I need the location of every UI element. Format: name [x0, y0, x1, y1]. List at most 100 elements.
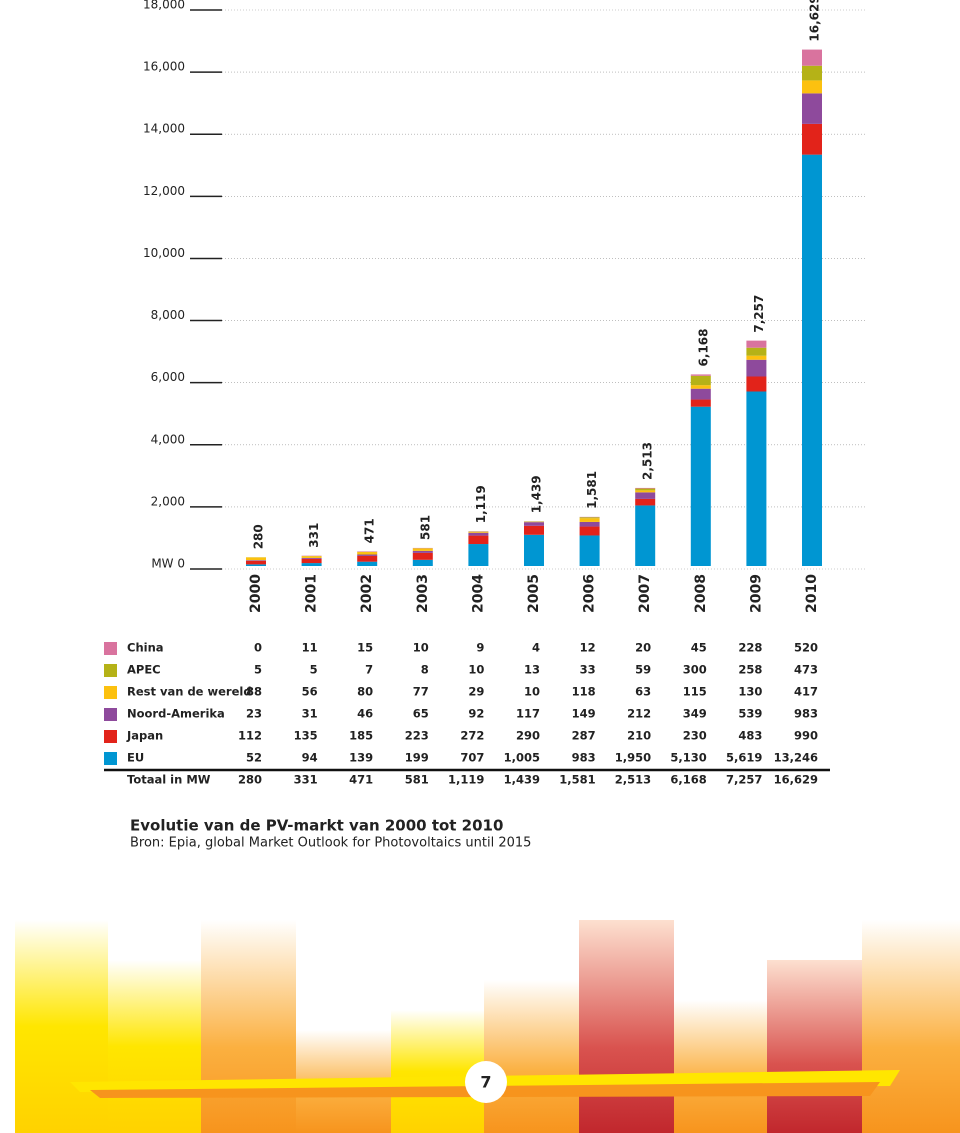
- table-cell: 118: [572, 685, 596, 699]
- table-cell: 300: [683, 663, 707, 677]
- bar-segment: [246, 557, 266, 561]
- legend-swatch: [104, 664, 117, 677]
- bar-segment: [690, 388, 711, 400]
- bar-segment: [412, 548, 433, 551]
- bar-segment: [246, 564, 266, 566]
- chart-title: Evolutie van de PV-markt van 2000 tot 20…: [130, 817, 503, 835]
- bar-segment: [524, 522, 544, 526]
- bar-segment: [635, 505, 656, 566]
- table-cell: 185: [349, 729, 373, 743]
- bar-segment: [635, 487, 656, 489]
- x-tick-label: 2008: [693, 574, 709, 613]
- legend-swatch: [104, 686, 117, 699]
- y-tick-label: 16,000: [143, 60, 185, 74]
- bar-segment: [802, 65, 822, 81]
- bar-segment: [468, 532, 489, 536]
- table-total: 280: [238, 773, 262, 787]
- table-cell: 94: [302, 751, 318, 765]
- y-tick-label: 8,000: [151, 308, 185, 322]
- table-cell: 1,005: [504, 751, 540, 765]
- legend-swatch: [104, 642, 117, 655]
- bar-segment: [579, 535, 600, 566]
- table-cell: 56: [302, 685, 318, 699]
- bar-segment: [468, 535, 489, 545]
- table-cell: 13,246: [774, 751, 818, 765]
- table-cell: 80: [357, 685, 373, 699]
- bar-segment: [357, 554, 378, 556]
- table-cell: 5: [310, 663, 318, 677]
- total-label: 331: [307, 523, 321, 548]
- bar-segment: [802, 49, 822, 66]
- y-tick-label: 10,000: [143, 246, 185, 260]
- bar-segment: [690, 385, 711, 389]
- bar-segment: [357, 552, 378, 555]
- bar-segment: [301, 557, 322, 559]
- table-total: 1,581: [559, 773, 595, 787]
- x-tick-label: 2002: [359, 574, 375, 613]
- bar-segment: [746, 355, 767, 360]
- bar-segment: [246, 560, 266, 561]
- table-cell: 5: [254, 663, 262, 677]
- table-cell: 29: [468, 685, 484, 699]
- table-cell: 13: [524, 663, 540, 677]
- y-tick-label: 4,000: [151, 432, 185, 446]
- table-cell: 4: [532, 641, 540, 655]
- bar-segment: [579, 518, 600, 522]
- legend-label: APEC: [127, 663, 161, 677]
- table-cell: 707: [460, 751, 484, 765]
- y-tick-label: 18,000: [143, 0, 185, 12]
- total-label: 1,439: [530, 475, 544, 513]
- x-tick-label: 2010: [804, 574, 820, 613]
- table-cell: 10: [413, 641, 429, 655]
- table-cell: 228: [738, 641, 762, 655]
- x-tick-label: 2007: [637, 574, 653, 613]
- table-cell: 212: [627, 707, 651, 721]
- decoration: [15, 920, 960, 1133]
- bar-segment: [412, 550, 433, 553]
- table-cell: 983: [794, 707, 818, 721]
- bar-segment: [468, 531, 489, 533]
- x-tick-label: 2003: [415, 574, 431, 613]
- bar-segment: [690, 375, 711, 386]
- table-total-label: Totaal in MW: [127, 773, 211, 787]
- bar-segment: [802, 123, 822, 155]
- table-cell: 20: [635, 641, 651, 655]
- bar-segment: [301, 556, 322, 558]
- legend-label: Japan: [126, 729, 163, 743]
- bar-segment: [579, 517, 600, 519]
- bar-segment: [635, 498, 656, 506]
- table-cell: 8: [421, 663, 429, 677]
- table-cell: 88: [246, 685, 262, 699]
- legend-swatch: [104, 708, 117, 721]
- y-tick-label: 12,000: [143, 184, 185, 198]
- y-tick-label: MW 0: [151, 557, 185, 571]
- y-tick-label: 2,000: [151, 494, 185, 508]
- x-tick-label: 2001: [304, 574, 320, 613]
- table-cell: 12: [580, 641, 596, 655]
- total-label: 7,257: [752, 295, 766, 333]
- bar-segment: [802, 80, 822, 94]
- table-cell: 65: [413, 707, 429, 721]
- bar-segment: [468, 544, 489, 566]
- bar-segment: [246, 560, 266, 565]
- table-cell: 77: [413, 685, 429, 699]
- bar-segment: [412, 559, 433, 566]
- bar-segment: [357, 561, 378, 566]
- table-cell: 45: [691, 641, 707, 655]
- bar-segment: [690, 399, 711, 407]
- table-cell: 473: [794, 663, 818, 677]
- table-cell: 139: [349, 751, 373, 765]
- y-tick-label: 6,000: [151, 370, 185, 384]
- table-cell: 135: [294, 729, 318, 743]
- table-total: 471: [349, 773, 373, 787]
- table-cell: 52: [246, 751, 262, 765]
- table-cell: 115: [683, 685, 707, 699]
- bar-segment: [746, 359, 767, 377]
- legend-label: EU: [127, 751, 144, 765]
- table-cell: 31: [302, 707, 318, 721]
- table-cell: 92: [468, 707, 484, 721]
- table-total: 1,119: [448, 773, 484, 787]
- bar-segment: [579, 521, 600, 527]
- bar-segment: [746, 391, 767, 566]
- table-cell: 117: [516, 707, 540, 721]
